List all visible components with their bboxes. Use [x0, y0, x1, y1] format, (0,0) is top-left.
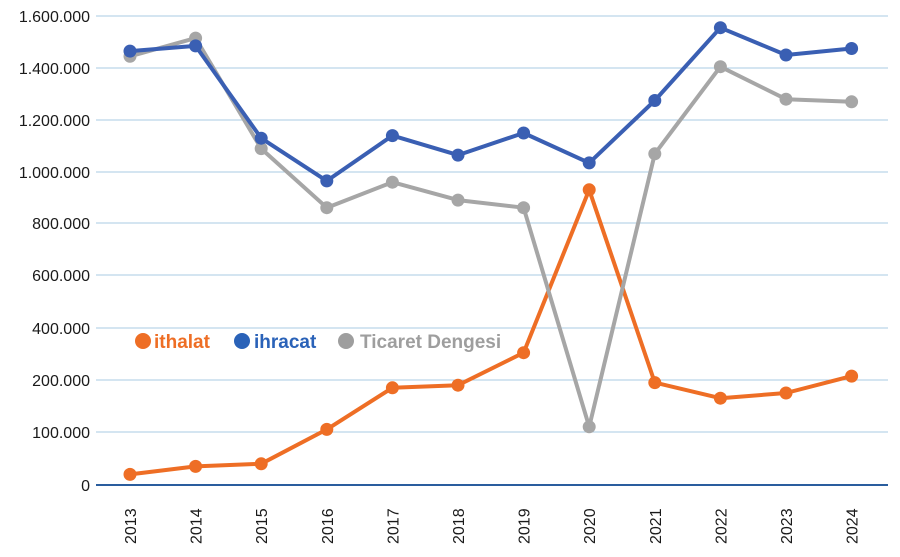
- series-line-ihracat: [128, 25, 854, 183]
- x-tick-label: 2015: [254, 508, 271, 544]
- x-tick-label: 2024: [845, 508, 862, 544]
- x-tick-label: 2021: [648, 508, 665, 544]
- data-point-ticaret-dengesi: [385, 175, 399, 189]
- data-point-ithalat: [123, 467, 137, 481]
- series-line-ithalat: [128, 187, 854, 477]
- x-tick-label: 2017: [385, 508, 402, 544]
- legend-marker-ticaret-dengesi: [338, 333, 354, 349]
- y-tick-label: 400.000: [32, 321, 90, 338]
- data-point-ticaret-dengesi: [320, 201, 334, 215]
- legend-label-ticaret-dengesi: Ticaret Dengesi: [360, 332, 501, 353]
- data-point-ithalat: [320, 422, 334, 436]
- data-point-ticaret-dengesi: [648, 147, 662, 161]
- x-tick-label: 2018: [451, 508, 468, 544]
- legend: ithalat ihracat Ticaret Dengesi: [135, 332, 501, 353]
- data-point-ithalat: [189, 459, 203, 473]
- data-point-ticaret-dengesi: [451, 193, 465, 207]
- data-point-ithalat: [451, 378, 465, 392]
- data-point-ihracat: [517, 126, 531, 140]
- y-tick-label: 0: [81, 478, 90, 495]
- y-tick-label: 1.200.000: [19, 113, 90, 130]
- data-point-ihracat: [451, 148, 465, 162]
- x-tick-label: 2020: [582, 508, 599, 544]
- y-tick-label: 1.400.000: [19, 61, 90, 78]
- data-point-ithalat: [779, 386, 793, 400]
- data-point-ticaret-dengesi: [845, 95, 859, 109]
- y-tick-label: 600.000: [32, 268, 90, 285]
- data-point-ihracat: [845, 42, 859, 55]
- x-tick-label: 2019: [517, 508, 534, 544]
- data-point-ticaret-dengesi: [517, 201, 531, 215]
- data-point-ihracat: [320, 174, 334, 188]
- y-tick-label: 200.000: [32, 373, 90, 390]
- data-point-ihracat: [779, 48, 793, 62]
- x-tick-label: 2022: [713, 508, 730, 544]
- data-point-ithalat: [254, 457, 268, 471]
- y-tick-label: 1.000.000: [19, 165, 90, 182]
- data-point-ticaret-dengesi: [713, 60, 727, 74]
- x-tick-label: 2014: [189, 508, 206, 544]
- legend-label-ihracat: ihracat: [254, 332, 317, 353]
- data-point-ithalat: [648, 376, 662, 390]
- data-point-ithalat: [582, 183, 596, 197]
- data-point-ihracat: [713, 21, 727, 35]
- data-point-ticaret-dengesi: [779, 92, 793, 106]
- data-point-ihracat: [123, 44, 137, 58]
- data-point-ithalat: [713, 391, 727, 405]
- x-tick-label: 2016: [320, 508, 337, 544]
- data-point-ihracat: [385, 129, 399, 143]
- axes: 0 100.000 200.000 400.000 600.000 800.000 1.00…: [19, 9, 888, 544]
- grid: [96, 15, 888, 433]
- x-tick-label: 2023: [779, 508, 796, 544]
- data-point-ihracat: [254, 131, 268, 145]
- legend-label-ithalat: ithalat: [154, 332, 211, 353]
- series: [123, 21, 859, 481]
- series-line-ticaret-dengesi: [128, 36, 854, 429]
- data-point-ticaret-dengesi: [582, 420, 596, 434]
- y-tick-label: 100.000: [32, 425, 90, 442]
- data-point-ithalat: [385, 381, 399, 395]
- data-point-ihracat: [648, 94, 662, 107]
- x-tick-label: 2013: [123, 508, 140, 544]
- data-point-ithalat: [517, 346, 531, 360]
- data-point-ihracat: [582, 156, 596, 170]
- data-point-ithalat: [845, 369, 859, 383]
- legend-marker-ihracat: [234, 333, 250, 349]
- data-point-ihracat: [189, 39, 203, 53]
- y-tick-label: 1.600.000: [19, 9, 90, 26]
- data-point-ticaret-dengesi: [254, 142, 268, 156]
- y-tick-label: 800.000: [32, 216, 90, 233]
- legend-marker-ithalat: [135, 333, 151, 349]
